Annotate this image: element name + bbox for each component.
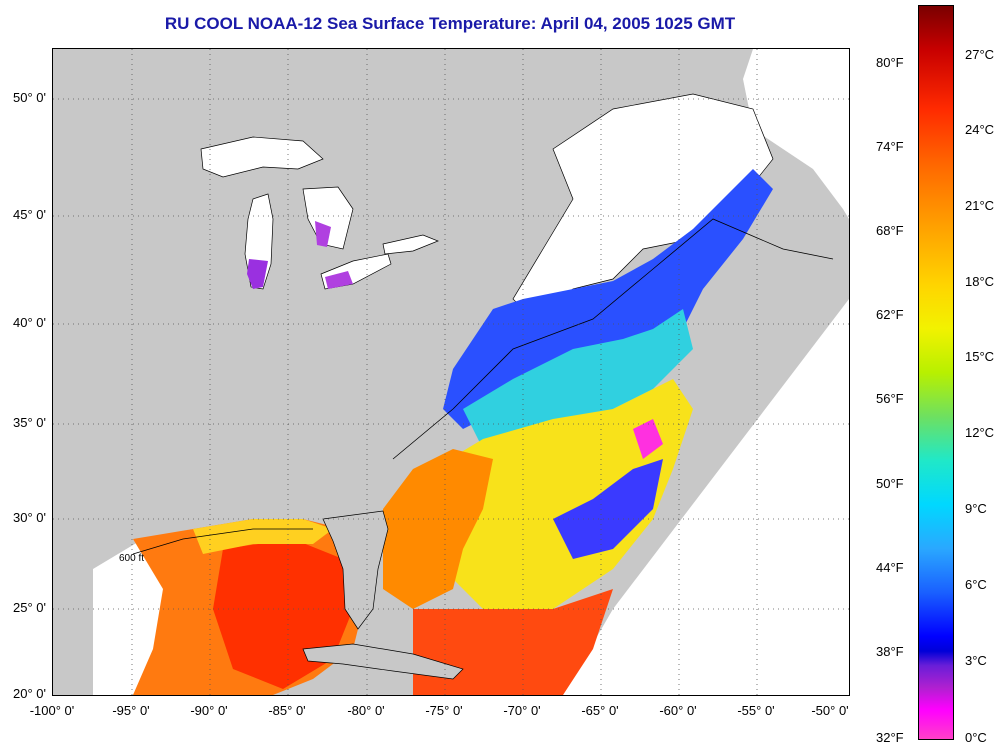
lon-label-65: -65° 0' [581,703,619,718]
sst-warm-core [383,449,493,609]
colorbar-c-label-0: 0°C [965,730,987,745]
lon-label-100: -100° 0' [29,703,75,718]
lake-superior [200,136,324,178]
colorbar-c-label-21: 21°C [965,198,995,213]
colorbar-f-label-32: 32°F [876,730,904,745]
nodata-ocean-south [563,299,849,695]
lat-label-45: 45° 0' [13,207,46,222]
lake-ontario [382,234,439,255]
lon-label-70: -70° 0' [503,703,541,718]
colorbar-f-label-44: 44°F [876,560,904,575]
colorbar-f-label-56: 56°F [876,391,904,406]
lon-label-90: -90° 0' [190,703,228,718]
sst-cold-eddies [553,459,663,559]
sst-magenta-patch [633,419,663,459]
colorbar-c-label-24: 24°C [965,122,995,137]
lat-label-30: 30° 0' [13,510,46,525]
isobath-label: 600 ft [119,553,144,564]
lake-erie-sst [325,271,353,289]
lake-michigan-sst [247,259,268,289]
florida [322,510,389,630]
lake-huron [302,186,354,250]
sst-loop-current [213,539,353,689]
lon-label-50: -50° 0' [811,703,849,718]
lat-label-20: 20° 0' [13,686,46,701]
lat-label-35: 35° 0' [13,415,46,430]
lat-label-50: 50° 0' [13,90,46,105]
colorbar-c-label-15: 15°C [965,349,995,364]
lon-label-95: -95° 0' [112,703,150,718]
lat-label-25: 25° 0' [13,600,46,615]
lon-label-85: -85° 0' [268,703,306,718]
colorbar-c-label-9: 9°C [965,501,987,516]
colorbar-f-label-38: 38°F [876,644,904,659]
sst-map-canvas: 600 ft [53,49,849,695]
colorbar-f-label-62: 62°F [876,307,904,322]
colorbar-f-label-68: 68°F [876,223,904,238]
colorbar-f-label-74: 74°F [876,139,904,154]
colorbar-f-label-80: 80°F [876,55,904,70]
colorbar-c-label-3: 3°C [965,653,987,668]
cuba [302,643,464,680]
lake-huron-sst [315,221,331,247]
sst-gulfstream [423,379,693,609]
sst-slope [463,309,693,449]
sst-map: 600 ft [52,48,850,696]
sst-caribbean [413,589,613,695]
nodata-ocean [743,49,849,219]
temperature-colorbar [918,5,954,740]
colorbar-c-label-6: 6°C [965,577,987,592]
colorbar-c-label-27: 27°C [965,47,995,62]
lon-label-80: -80° 0' [347,703,385,718]
colorbar-f-label-50: 50°F [876,476,904,491]
lon-label-75: -75° 0' [425,703,463,718]
sst-gulf-shelf [193,519,333,554]
colorbar-c-label-12: 12°C [965,425,995,440]
colorbar-c-label-18: 18°C [965,274,995,289]
lat-label-40: 40° 0' [13,315,46,330]
map-title: RU COOL NOAA-12 Sea Surface Temperature:… [164,14,736,33]
lon-label-55: -55° 0' [737,703,775,718]
lon-label-60: -60° 0' [659,703,697,718]
isobath-600ft [132,218,834,555]
sst-cold-shelf [443,169,773,429]
